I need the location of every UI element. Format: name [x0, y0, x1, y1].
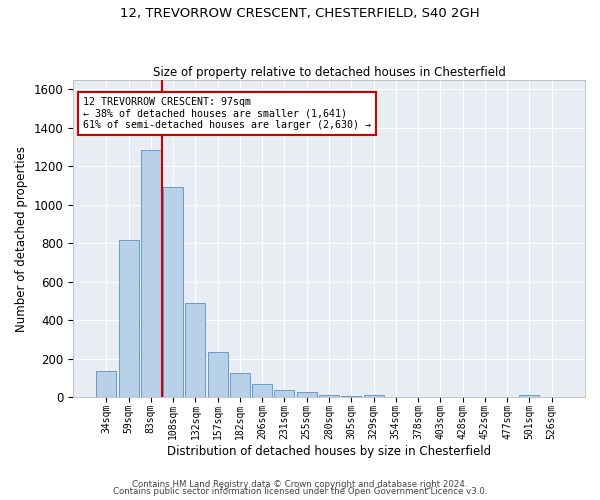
Bar [185, 302, 205, 398]
Bar [297, 392, 317, 398]
X-axis label: Distribution of detached houses by size in Chesterfield: Distribution of detached houses by size … [167, 444, 491, 458]
Title: Size of property relative to detached houses in Chesterfield: Size of property relative to detached ho… [152, 66, 505, 78]
Text: 12, TREVORROW CRESCENT, CHESTERFIELD, S40 2GH: 12, TREVORROW CRESCENT, CHESTERFIELD, S4… [120, 8, 480, 20]
Bar [208, 352, 227, 398]
Y-axis label: Number of detached properties: Number of detached properties [15, 146, 28, 332]
Bar [141, 150, 161, 398]
Bar [364, 395, 383, 398]
Bar [341, 396, 361, 398]
Bar [119, 240, 139, 398]
Text: Contains HM Land Registry data © Crown copyright and database right 2024.: Contains HM Land Registry data © Crown c… [132, 480, 468, 489]
Bar [319, 394, 339, 398]
Text: Contains public sector information licensed under the Open Government Licence v3: Contains public sector information licen… [113, 487, 487, 496]
Bar [520, 395, 539, 398]
Bar [252, 384, 272, 398]
Bar [163, 187, 183, 398]
Bar [274, 390, 295, 398]
Text: 12 TREVORROW CRESCENT: 97sqm
← 38% of detached houses are smaller (1,641)
61% of: 12 TREVORROW CRESCENT: 97sqm ← 38% of de… [83, 97, 371, 130]
Bar [96, 371, 116, 398]
Bar [230, 373, 250, 398]
